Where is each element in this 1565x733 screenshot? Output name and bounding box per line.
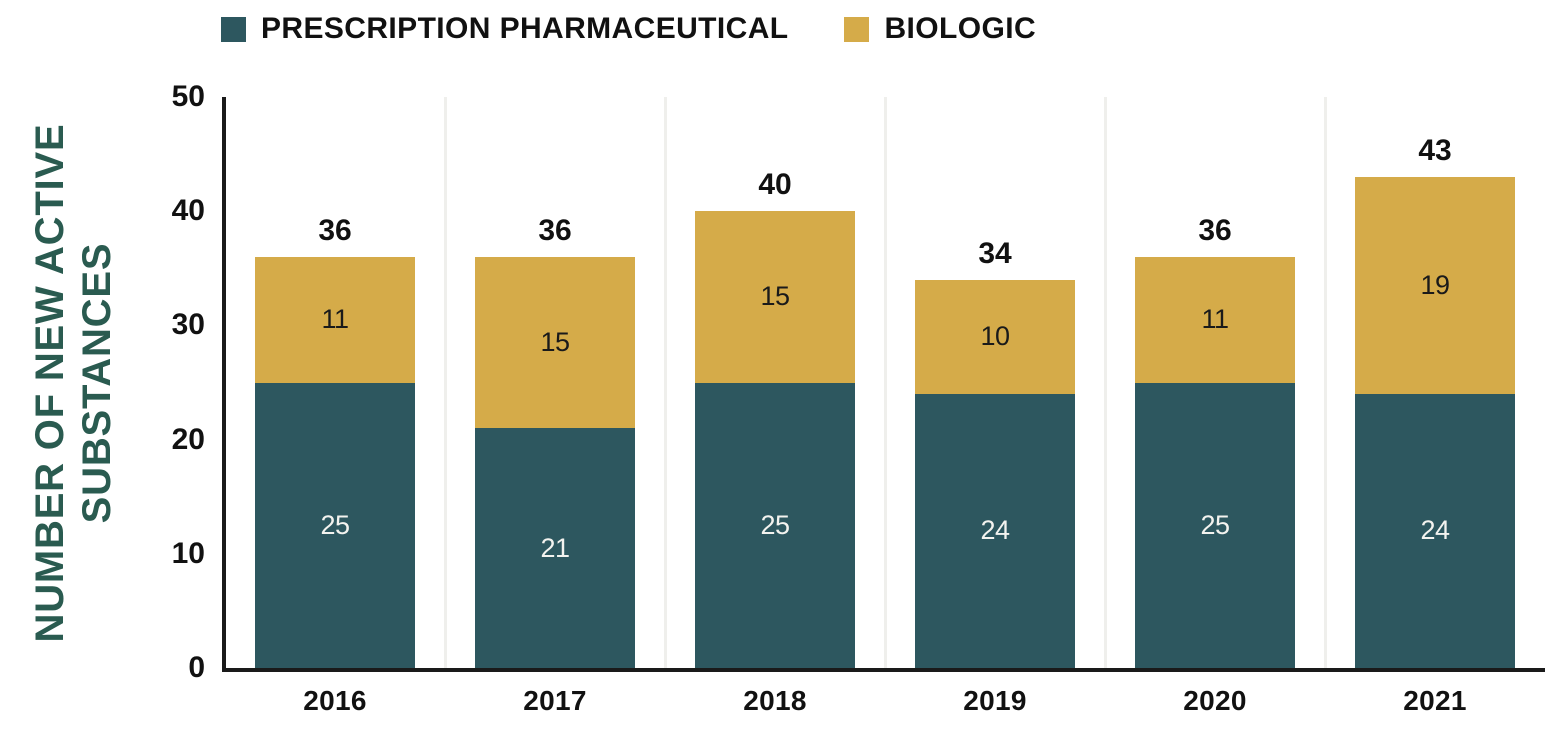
- x-axis-label: 2018: [743, 685, 807, 716]
- x-axis-label: 2021: [1403, 685, 1467, 716]
- plot-area: 0 10 20 30 40 50 36 11 25 2016 36 15 21 2017 40 15 25 201…: [172, 81, 1545, 716]
- bar-segment-prescription-pharmaceutical: 24: [915, 393, 1075, 668]
- y-axis-title: NUMBER OF NEW ACTIVE SUBSTANCES: [27, 123, 121, 642]
- bar-segment-biologic: 19: [1355, 176, 1515, 394]
- y-axis-tick-label: 20: [171, 422, 205, 456]
- stacked-bar-2017: 36 15 21: [475, 214, 635, 668]
- bar-segment-prescription-pharmaceutical: 25: [695, 382, 855, 668]
- category-separator-gridline: [1323, 97, 1327, 668]
- legend-label: BIOLOGIC: [884, 12, 1037, 45]
- y-axis-tick-label: 40: [171, 194, 205, 228]
- bar-total-label: 40: [758, 168, 792, 202]
- category-column-2021: 43 19 24 2021: [1325, 97, 1545, 716]
- x-axis-label: 2016: [303, 685, 367, 716]
- stacked-bar-2021: 43 19 24: [1355, 134, 1515, 668]
- x-axis-line: [222, 668, 1545, 672]
- legend-swatch-biologic-icon: [844, 16, 870, 42]
- y-axis-line: [222, 97, 226, 672]
- bar-total-label: 43: [1418, 133, 1452, 167]
- category-column-2019: 34 10 24 2019: [885, 97, 1105, 716]
- bar-segment-biologic: 11: [1135, 256, 1295, 383]
- bar-total-label: 36: [538, 213, 572, 247]
- bar-total-label: 36: [1198, 213, 1232, 247]
- bar-segment-prescription-pharmaceutical: 24: [1355, 393, 1515, 668]
- chart-legend: PRESCRIPTION PHARMACEUTICAL BIOLOGIC: [221, 12, 1036, 46]
- category-separator-gridline: [883, 97, 887, 668]
- bar-segment-prescription-pharmaceutical: 21: [475, 428, 635, 668]
- y-axis-tick-label: 0: [188, 651, 205, 684]
- category-separator-gridline: [443, 97, 447, 668]
- category-separator-gridline: [1103, 97, 1107, 668]
- bar-segment-biologic: 15: [695, 211, 855, 383]
- x-axis-label: 2020: [1183, 685, 1247, 716]
- legend-label: PRESCRIPTION PHARMACEUTICAL: [261, 12, 789, 45]
- x-axis-label: 2017: [523, 685, 587, 716]
- bar-segment-biologic: 11: [255, 256, 415, 383]
- y-axis-tick-label: 10: [171, 536, 205, 570]
- bar-segment-prescription-pharmaceutical: 25: [1135, 382, 1295, 668]
- category-separator-gridline: [663, 97, 667, 668]
- stacked-bar-2018: 40 15 25: [695, 168, 855, 668]
- x-axis-label: 2019: [963, 685, 1027, 716]
- bar-segment-biologic: 10: [915, 279, 1075, 394]
- y-axis-title-line-1: NUMBER OF NEW ACTIVE: [28, 123, 73, 642]
- legend-item-prescription-pharmaceutical: PRESCRIPTION PHARMACEUTICAL: [221, 12, 788, 46]
- bar-total-label: 34: [978, 236, 1012, 270]
- y-axis-title-line-2: SUBSTANCES: [75, 242, 119, 523]
- category-column-2020: 36 11 25 2020: [1105, 97, 1325, 716]
- stacked-bar-2019: 34 10 24: [915, 237, 1075, 668]
- category-column-2016: 36 11 25 2016: [225, 97, 445, 716]
- bar-total-label: 36: [318, 213, 352, 247]
- y-axis-title-box: NUMBER OF NEW ACTIVE SUBSTANCES: [10, 97, 138, 668]
- bar-segment-prescription-pharmaceutical: 25: [255, 382, 415, 668]
- category-column-2017: 36 15 21 2017: [445, 97, 665, 716]
- category-column-2018: 40 15 25 2018: [665, 97, 885, 716]
- stacked-bar-2020: 36 11 25: [1135, 214, 1295, 668]
- legend-item-biologic: BIOLOGIC: [844, 12, 1036, 46]
- stacked-bar-2016: 36 11 25: [255, 214, 415, 668]
- legend-swatch-prescription-pharmaceutical-icon: [221, 16, 246, 42]
- y-axis-tick-label: 50: [171, 80, 205, 113]
- y-axis-tick-label: 30: [171, 308, 205, 342]
- bar-segment-biologic: 15: [475, 256, 635, 429]
